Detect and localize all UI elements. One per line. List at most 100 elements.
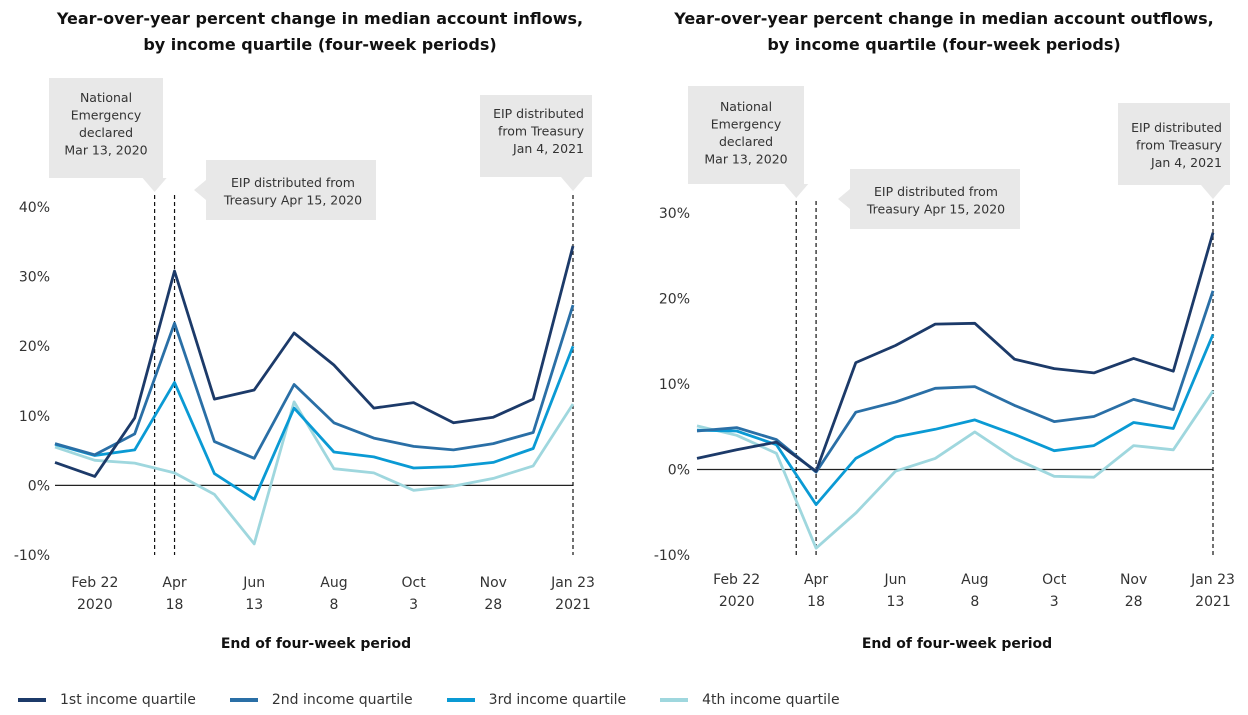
- legend-item-q2: 2nd income quartile: [229, 692, 413, 708]
- legend-item-q3: 3rd income quartile: [446, 692, 627, 708]
- annotation-text: Jan 4, 2021: [512, 141, 584, 156]
- x-tick-label-line: 2020: [77, 597, 113, 613]
- x-tick-label-line: Jun: [884, 572, 907, 588]
- annotation-text: Treasury Apr 15, 2020: [866, 202, 1005, 217]
- y-tick-label: 10%: [19, 409, 50, 425]
- x-tick-label-line: Jun: [242, 575, 265, 591]
- series-line: [54, 400, 575, 546]
- y-tick-label: -10%: [14, 548, 50, 564]
- chart-title: by income quartile (four-week periods): [767, 35, 1120, 54]
- x-tick-label-line: 8: [329, 597, 338, 613]
- annotation-text: Mar 13, 2020: [64, 143, 147, 158]
- x-tick-label-line: Jan 23: [550, 575, 595, 591]
- x-tick-label-line: 2021: [555, 597, 591, 613]
- x-tick-label: Apr 18: [162, 575, 186, 613]
- x-tick-label-line: Nov: [480, 575, 507, 591]
- legend-label-q1: 1st income quartile: [60, 692, 196, 708]
- x-tick-label: Aug 8: [320, 575, 347, 613]
- x-tick-label: Jan 23 2021: [1190, 572, 1235, 610]
- annotation-callout: EIP distributed from Treasury Jan 4, 2021: [480, 95, 592, 191]
- annotation-box: [1118, 103, 1230, 199]
- x-tick-label: Oct 3: [1042, 572, 1067, 610]
- x-tick-label: Apr 18: [804, 572, 828, 610]
- x-tick-label-line: Aug: [320, 575, 347, 591]
- annotation-box: [838, 169, 1020, 229]
- y-tick-label: 0%: [668, 463, 690, 479]
- series-line: [696, 232, 1215, 473]
- x-tick-label-line: 8: [970, 594, 979, 610]
- x-tick-label-line: Oct: [402, 575, 427, 591]
- y-tick-label: 30%: [659, 206, 690, 222]
- x-axis-label: End of four-week period: [862, 636, 1052, 652]
- x-tick-label: Aug 8: [961, 572, 988, 610]
- series-line: [54, 245, 575, 478]
- x-tick-label: Feb 22 2020: [71, 575, 118, 613]
- x-tick-label: Oct 3: [402, 575, 427, 613]
- annotation-text: National: [720, 99, 772, 114]
- annotation-callout: EIP distributed from Treasury Apr 15, 202…: [194, 160, 376, 220]
- y-tick-label: 20%: [19, 339, 50, 355]
- chart-title: by income quartile (four-week periods): [143, 35, 496, 54]
- annotation-text: EIP distributed from: [874, 184, 998, 199]
- x-tick-label-line: Nov: [1120, 572, 1147, 588]
- x-tick-label-line: Apr: [162, 575, 186, 591]
- y-tick-label: 30%: [19, 270, 50, 286]
- annotation-box: [688, 86, 809, 198]
- x-tick-label: Nov 28: [480, 575, 507, 613]
- annotation-text: Jan 4, 2021: [1150, 155, 1222, 170]
- x-tick-label: Jan 23 2021: [550, 575, 595, 613]
- series-line: [696, 333, 1215, 507]
- legend-swatch-q4: [660, 698, 689, 702]
- annotation-callout: EIP distributed from Treasury Jan 4, 2021: [1118, 103, 1230, 199]
- x-tick-label: Jun 13: [242, 575, 265, 613]
- x-tick-label-line: 2020: [719, 594, 755, 610]
- x-tick-label-line: 28: [1125, 594, 1143, 610]
- x-tick-label-line: 28: [484, 597, 502, 613]
- x-tick-label: Feb 22 2020: [713, 572, 760, 610]
- annotation-callout: EIP distributed from Treasury Apr 15, 202…: [838, 169, 1020, 229]
- x-tick-label-line: 3: [409, 597, 418, 613]
- chart-title: Year-over-year percent change in median …: [673, 9, 1213, 28]
- annotation-callout: National Emergency declared Mar 13, 2020: [688, 86, 809, 198]
- y-tick-label: 0%: [28, 478, 50, 494]
- x-tick-label-line: 13: [245, 597, 263, 613]
- annotation-text: from Treasury: [498, 124, 585, 139]
- legend-swatch-q1: [18, 698, 46, 702]
- x-tick-label-line: 2021: [1195, 594, 1231, 610]
- chart-title: Year-over-year percent change in median …: [56, 9, 583, 28]
- legend-label-q4: 4th income quartile: [702, 692, 840, 708]
- outflows-chart: Year-over-year percent change in median …: [654, 9, 1235, 652]
- annotation-text: National: [80, 90, 132, 105]
- x-tick-label-line: 3: [1050, 594, 1059, 610]
- x-tick-label-line: 18: [807, 594, 825, 610]
- y-tick-label: 20%: [659, 292, 690, 308]
- x-axis-label: End of four-week period: [221, 636, 411, 652]
- x-tick-label-line: 18: [166, 597, 184, 613]
- legend-swatch-q2: [229, 698, 258, 702]
- annotation-text: declared: [719, 134, 773, 149]
- annotation-text: EIP distributed from: [231, 175, 355, 190]
- x-tick-label: Nov 28: [1120, 572, 1147, 610]
- annotation-box: [49, 78, 167, 192]
- series-line: [54, 345, 575, 501]
- x-tick-label: Jun 13: [884, 572, 907, 610]
- x-tick-label-line: 13: [887, 594, 905, 610]
- annotation-text: EIP distributed: [493, 106, 584, 121]
- inflows-chart: Year-over-year percent change in median …: [14, 9, 595, 652]
- series-line: [696, 390, 1215, 550]
- y-tick-label: 10%: [659, 377, 690, 393]
- x-tick-label-line: Apr: [804, 572, 828, 588]
- x-tick-label-line: Feb 22: [71, 575, 118, 591]
- annotation-text: from Treasury: [1136, 138, 1223, 153]
- legend-item-q4: 4th income quartile: [660, 692, 840, 708]
- x-tick-label-line: Aug: [961, 572, 988, 588]
- series-line: [54, 304, 575, 460]
- legend-label-q3: 3rd income quartile: [488, 692, 627, 708]
- annotation-text: EIP distributed: [1131, 120, 1222, 135]
- annotation-text: Treasury Apr 15, 2020: [223, 193, 362, 208]
- series-line: [696, 290, 1215, 474]
- annotation-callout: National Emergency declared Mar 13, 2020: [49, 78, 167, 192]
- x-tick-label-line: Feb 22: [713, 572, 760, 588]
- x-tick-label-line: Jan 23: [1190, 572, 1235, 588]
- annotation-box: [194, 160, 376, 220]
